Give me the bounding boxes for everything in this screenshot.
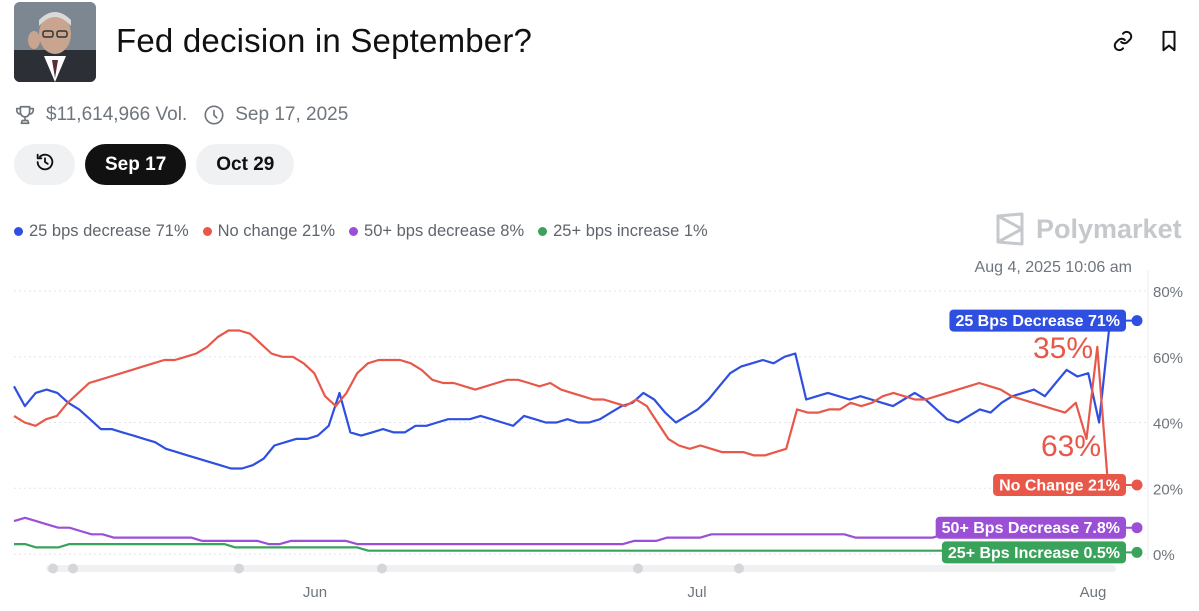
chart-annotation: 63% xyxy=(1041,430,1101,463)
series-line xyxy=(13,320,1112,470)
clock-icon xyxy=(203,104,225,126)
series-end-label: 25 Bps Decrease 71% xyxy=(955,313,1120,330)
market-avatar xyxy=(14,2,96,82)
series-end-label: 50+ Bps Decrease 7.8% xyxy=(942,520,1120,537)
series-end-dot[interactable] xyxy=(1131,546,1143,558)
polymarket-logo-icon xyxy=(996,212,1024,246)
x-tick-label: Jun xyxy=(303,584,327,601)
legend-item: No change 21% xyxy=(202,222,336,241)
chart-legend: 25 bps decrease 71% No change 21% 50+ bp… xyxy=(14,222,708,241)
y-tick-label: 40% xyxy=(1153,416,1183,433)
tab-sep-17[interactable]: Sep 17 xyxy=(85,144,187,185)
series-end-label-bg xyxy=(935,516,1126,539)
chart-annotation: 35% xyxy=(1033,332,1093,365)
scrubber-marker[interactable] xyxy=(377,563,387,574)
link-icon[interactable] xyxy=(1110,28,1136,54)
x-tick-label: Jul xyxy=(687,584,706,601)
market-meta: $11,614,966 Vol. Sep 17, 2025 xyxy=(14,104,348,126)
series-end-label: No Change 21% xyxy=(999,477,1120,494)
date-tabs: Sep 17 Oct 29 xyxy=(14,144,295,185)
series-end-label-bg xyxy=(993,473,1126,496)
scrubber-marker[interactable] xyxy=(48,563,58,574)
series-end-dot[interactable] xyxy=(1131,522,1143,534)
scrubber-marker[interactable] xyxy=(734,563,744,574)
y-tick-label: 0% xyxy=(1153,547,1175,564)
legend-item: 50+ bps decrease 8% xyxy=(349,222,524,241)
chart-timestamp: Aug 4, 2025 10:06 am xyxy=(974,259,1132,276)
legend-label: 25 bps decrease 71% xyxy=(29,222,189,240)
y-tick-label: 80% xyxy=(1153,284,1183,301)
tab-oct-29[interactable]: Oct 29 xyxy=(196,144,295,185)
series-end-label-bg xyxy=(949,309,1126,332)
scrubber-marker[interactable] xyxy=(68,563,78,574)
legend-label: No change 21% xyxy=(217,222,336,240)
series-end-dot[interactable] xyxy=(1131,479,1143,491)
series-end-label-bg xyxy=(941,541,1126,564)
legend-item: 25+ bps increase 1% xyxy=(538,222,708,241)
legend-label: 50+ bps decrease 8% xyxy=(364,222,525,240)
portrait-image xyxy=(14,2,96,82)
page-title: Fed decision in September? xyxy=(116,22,533,59)
scrubber-marker[interactable] xyxy=(234,563,244,574)
series-line xyxy=(14,543,1111,554)
brand-name: Polymarket xyxy=(1036,213,1182,244)
x-tick-label: Aug xyxy=(1080,584,1107,601)
series-line xyxy=(13,516,1111,546)
y-tick-label: 60% xyxy=(1153,350,1183,367)
series-end-dot[interactable] xyxy=(1131,315,1143,327)
legend-label: 25+ bps increase 1% xyxy=(553,222,708,240)
timeline-scrubber[interactable] xyxy=(46,565,1116,572)
y-tick-label: 20% xyxy=(1153,481,1183,498)
history-tab[interactable] xyxy=(14,144,75,185)
end-date-text: Sep 17, 2025 xyxy=(235,104,349,125)
polymarket-logo: Polymarket xyxy=(994,212,1182,246)
legend-item: 25 bps decrease 71% xyxy=(14,222,189,241)
history-icon xyxy=(34,151,56,179)
bookmark-icon[interactable] xyxy=(1156,28,1182,54)
series-line xyxy=(13,329,1110,486)
volume-text: $11,614,966 Vol. xyxy=(46,104,188,125)
series-end-label: 25+ Bps Increase 0.5% xyxy=(948,545,1120,562)
scrubber-marker[interactable] xyxy=(633,563,643,574)
trophy-icon xyxy=(14,104,36,126)
